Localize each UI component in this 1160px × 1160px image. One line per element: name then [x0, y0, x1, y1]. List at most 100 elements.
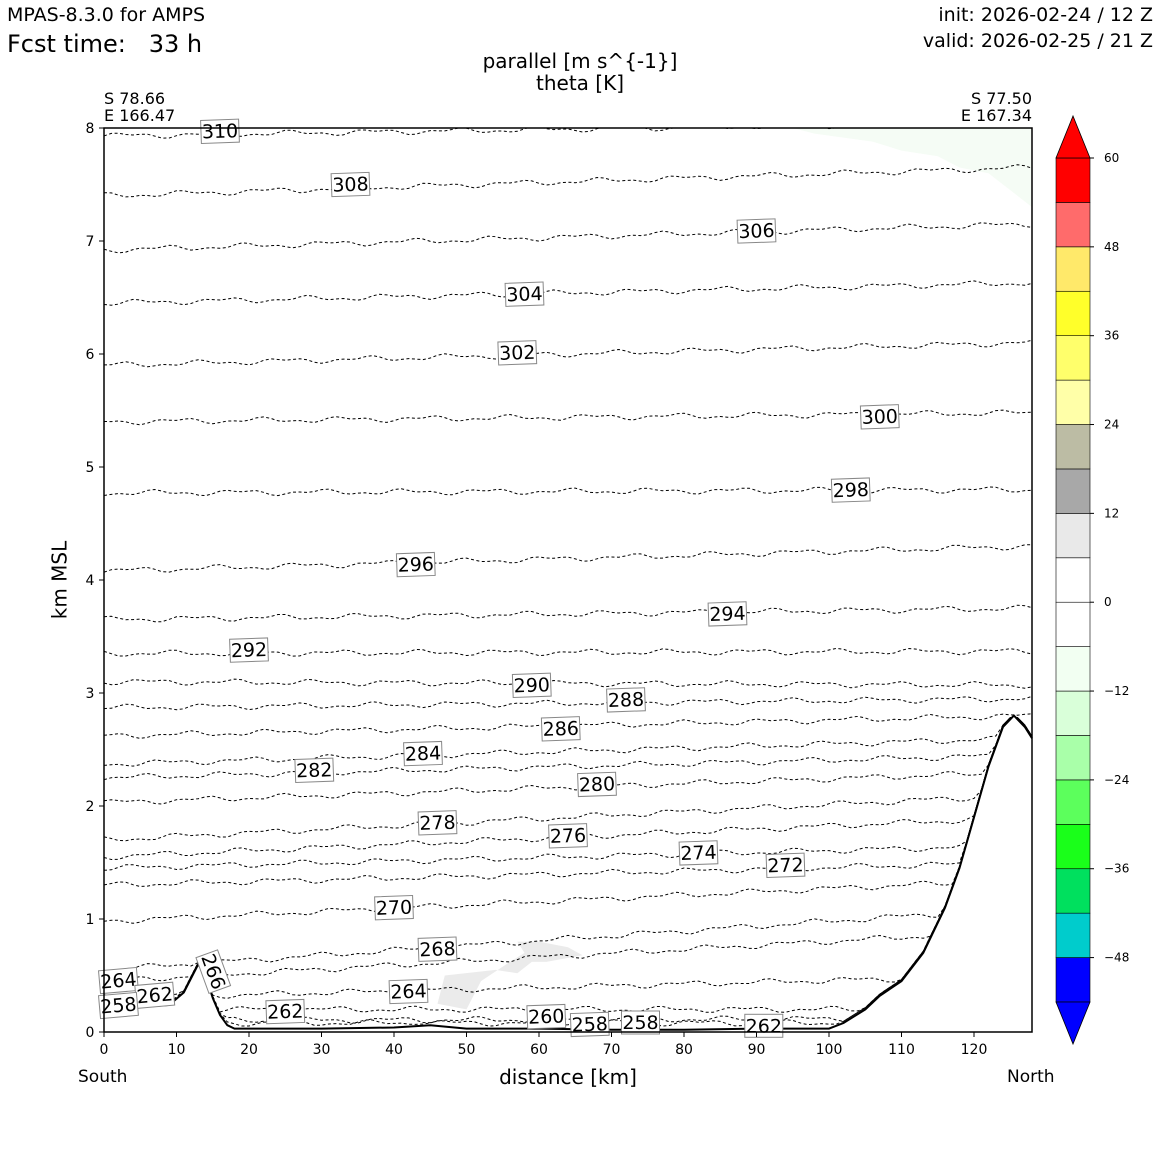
colorbar-tick-label-7: −24 [1104, 773, 1129, 787]
colorbar-tick-label-6: −12 [1104, 684, 1129, 698]
contour-label-extra-4: 258 [621, 1010, 660, 1035]
contour-label-258-box [569, 1011, 610, 1038]
contour-label-extra-4-text: 258 [622, 1012, 658, 1034]
contour-label-274: 274 [678, 840, 719, 866]
contour-label-292-box [229, 637, 269, 663]
contour-label-298-text: 298 [832, 479, 869, 502]
theta-contour-266 [104, 717, 1032, 982]
theta-contour-290 [104, 678, 1032, 689]
contour-label-306-box [736, 218, 777, 244]
theta-contour-270 [104, 717, 1032, 924]
contour-label-260-text: 260 [528, 1005, 565, 1028]
colorbar-segment-5 [1055, 735, 1091, 781]
x-tick-label-80: 80 [675, 1042, 693, 1058]
theta-contour-284 [104, 717, 1032, 767]
contour-label-300-text: 300 [861, 406, 898, 429]
theta-contour-278 [104, 717, 1032, 842]
colorbar-segment-8 [1055, 601, 1091, 647]
contour-label-272-text: 272 [767, 854, 804, 877]
forecast-time-value: 33 h [148, 30, 203, 58]
y-tick-label-4: 4 [86, 573, 95, 589]
x-tick-label-90: 90 [748, 1042, 766, 1058]
contour-label-294-text: 294 [709, 603, 746, 626]
colorbar-over-arrow [1055, 114, 1091, 159]
colorbar-segment-7 [1055, 646, 1091, 692]
y-tick-label-8: 8 [86, 121, 95, 137]
contour-label-extra-0-box [97, 966, 139, 995]
contour-label-274-text: 274 [680, 842, 717, 865]
contour-label-extra-0: 264 [97, 966, 139, 995]
contour-label-280-box [577, 771, 617, 798]
colorbar-tick-label-2: 36 [1104, 329, 1119, 343]
contour-label-292-text: 292 [230, 639, 267, 662]
forecast-time: Fcst time: 33 h [7, 30, 202, 58]
contour-label-310-box [200, 118, 240, 144]
x-tick-label-20: 20 [240, 1042, 258, 1058]
contour-label-extra-2-text: 258 [99, 993, 137, 1018]
contour-label-282-box [294, 757, 335, 783]
contour-label-260-box [526, 1003, 567, 1030]
contour-label-308-box [330, 171, 371, 198]
contour-label-292: 292 [229, 637, 269, 663]
contour-label-262-text: 262 [267, 1000, 304, 1023]
colorbar-segment-14 [1055, 335, 1091, 381]
theta-contour-268 [104, 717, 1032, 973]
theta-contour-264 [104, 717, 1032, 1001]
y-tick-label-3: 3 [86, 686, 95, 702]
theta-contour-298 [104, 486, 1032, 497]
terrain-fill [104, 715, 1032, 1032]
contour-label-extra-1-text: 262 [136, 983, 174, 1008]
contour-label-extra-3: 262 [744, 1013, 784, 1038]
contour-label-286-text: 286 [542, 718, 579, 741]
contour-label-296-box [395, 551, 436, 578]
theta-contour-302 [104, 339, 1032, 368]
contour-label-274-box [678, 840, 719, 866]
contour-label-276-box [548, 823, 588, 849]
contour-label-266-box [195, 949, 232, 995]
theta-contour-292 [104, 647, 1032, 657]
theta-contour-294 [104, 604, 1032, 623]
y-tick-label-6: 6 [86, 347, 95, 363]
colorbar-segment-16 [1055, 246, 1091, 292]
chart-title: parallel [m s^{-1}] [482, 49, 678, 73]
contour-label-extra-4-box [621, 1010, 660, 1035]
contour-label-278-box [417, 810, 458, 836]
y-tick-label-2: 2 [86, 799, 95, 815]
contour-labels-layer: 310 308 306 304 302 300 298 296 294 292 290 288 286 2… [97, 118, 900, 1038]
theta-contour-306 [104, 222, 1032, 254]
contour-label-310: 310 [200, 118, 240, 144]
contour-label-302: 302 [497, 340, 538, 366]
colorbar-tick-label-5: 0 [1104, 595, 1112, 609]
colorbar-segment-0 [1055, 957, 1091, 1003]
north-label: North [1007, 1067, 1055, 1087]
x-tick-label-120: 120 [961, 1042, 988, 1058]
colorbar-segment-13 [1055, 379, 1091, 425]
colorbar-segment-15 [1055, 290, 1091, 336]
contour-label-extra-2: 258 [97, 991, 139, 1020]
theta-contour-296 [104, 544, 1032, 573]
shading-region-1 [792, 128, 1032, 208]
contour-label-272: 272 [765, 852, 806, 878]
contour-label-260: 260 [526, 1003, 567, 1030]
colorbar-tick-label-0: 60 [1104, 151, 1119, 165]
x-tick-label-110: 110 [888, 1042, 915, 1058]
colorbar-tick-label-4: 12 [1104, 506, 1119, 520]
x-tick-label-60: 60 [530, 1042, 548, 1058]
axes-layer: 0 10 20 30 40 50 60 70 80 90 100 110 120 0 1 2 3 4 5 6 7 8 [86, 121, 1033, 1058]
theta-contour-274 [104, 717, 1032, 871]
contour-label-280-text: 280 [578, 773, 615, 796]
start-longitude: E 166.47 [104, 106, 176, 125]
contour-label-272-box [765, 852, 806, 878]
model-name: MPAS-8.3.0 for AMPS [7, 4, 206, 26]
contour-label-262: 262 [265, 998, 306, 1025]
contour-label-294: 294 [707, 601, 748, 627]
end-longitude: E 167.34 [960, 106, 1032, 125]
contour-label-264: 264 [388, 978, 429, 1005]
contour-label-284-text: 284 [404, 742, 441, 765]
contour-label-290-box [511, 672, 552, 698]
contour-label-276-text: 276 [549, 825, 586, 848]
contour-label-270-text: 270 [375, 897, 412, 920]
y-tick-label-0: 0 [86, 1025, 95, 1041]
contour-label-308-text: 308 [332, 173, 369, 196]
colorbar: 60 48 36 24 12 0 −12 −24 −36 −48 [1055, 114, 1129, 1046]
